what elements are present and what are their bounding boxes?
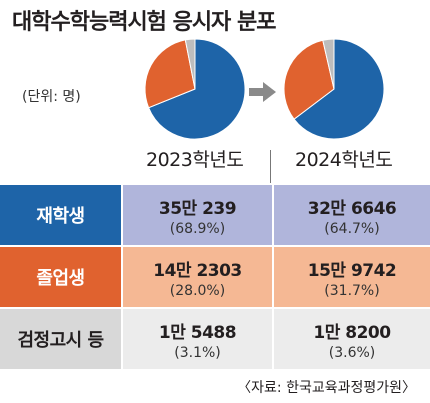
row-label: 검정고시 등 [0, 309, 121, 369]
cell-percent: (31.7%) [324, 282, 380, 299]
pie-slices-2024 [283, 38, 385, 140]
cell-percent: (3.6%) [328, 344, 376, 361]
table-row-repeat: 재학생 35만 239 (68.9%) 32만 6646 (64.7%) [0, 185, 430, 245]
table-cell: 1만 5488 (3.1%) [123, 309, 272, 369]
slice-repeat [293, 38, 385, 140]
slice-other [184, 38, 196, 90]
cell-count: 1만 5488 [158, 322, 237, 343]
unit-label: (단위: 명) [22, 89, 81, 105]
table-cell: 15만 9742 (31.7%) [274, 247, 430, 307]
pie-chart-2024 [283, 38, 385, 140]
cell-count: 14만 2303 [153, 260, 242, 281]
arrow-right-icon [249, 82, 276, 102]
row-label: 재학생 [0, 185, 121, 245]
cell-count: 1만 8200 [313, 322, 391, 343]
cell-percent: (28.0%) [169, 282, 226, 299]
row-label: 졸업생 [0, 247, 121, 307]
cell-count: 35만 239 [158, 198, 237, 219]
pie-chart-2023 [144, 38, 246, 140]
page-title: 대학수학능력시험 응시자 분포 [12, 10, 276, 35]
cell-percent: (64.7%) [324, 220, 380, 237]
cell-percent: (3.1%) [174, 344, 221, 361]
cell-count: 32만 6646 [307, 198, 397, 219]
distribution-table: 재학생 35만 239 (68.9%) 32만 6646 (64.7%) 졸업생… [0, 185, 430, 371]
table-cell: 32만 6646 (64.7%) [274, 185, 430, 245]
table-cell: 35만 239 (68.9%) [123, 185, 272, 245]
pie-slices-2023 [144, 38, 246, 140]
slice-graduate [283, 39, 335, 120]
table-row-graduate: 졸업생 14만 2303 (28.0%) 15만 9742 (31.7%) [0, 247, 430, 307]
cell-percent: (68.9%) [169, 220, 226, 237]
cell-count: 15만 9742 [307, 260, 397, 281]
table-cell: 1만 8200 (3.6%) [274, 309, 430, 369]
column-divider [270, 150, 271, 183]
source-note: 〈자료: 한국교육과정평가원〉 [237, 380, 416, 396]
year-label-2023: 2023학년도 [146, 149, 244, 171]
year-label-2024: 2024학년도 [295, 149, 393, 171]
table-row-other: 검정고시 등 1만 5488 (3.1%) 1만 8200 (3.6%) [0, 309, 430, 369]
slice-graduate [144, 39, 196, 109]
slice-repeat [147, 38, 246, 140]
slice-other [322, 38, 335, 90]
table-cell: 14만 2303 (28.0%) [123, 247, 272, 307]
